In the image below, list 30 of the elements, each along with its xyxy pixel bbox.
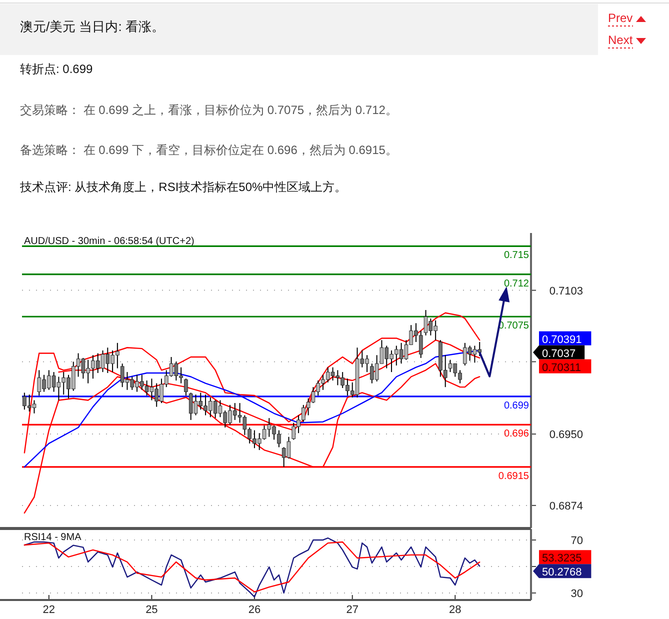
text: 0.7037 xyxy=(542,348,576,360)
y-tick-label: 0.6950 xyxy=(549,429,583,442)
text: 备选策略： 在 0.699 下，看空，目标价位定在 0.696，然后为 0.6915。 xyxy=(20,143,398,157)
ref-line-label: 0.699 xyxy=(504,400,530,412)
text: 澳元/美元 当日内: 看涨。 xyxy=(20,19,164,34)
text: 0.70391 xyxy=(542,334,582,346)
text: 0.70311 xyxy=(542,362,581,374)
text: 技术点评: 从技术角度上，RSI技术指标在50%中性区域上方。 xyxy=(19,180,347,194)
ref-line-label: 0.696 xyxy=(504,428,530,440)
text: Next xyxy=(608,33,634,47)
chart-title: RSI14 - 9MA xyxy=(24,532,82,543)
text: Prev xyxy=(608,11,633,25)
chart-title: AUD/USD - 30min - 06:58:54 (UTC+2) xyxy=(24,236,194,247)
x-tick-label: 22 xyxy=(42,604,56,616)
x-tick-label: 25 xyxy=(146,604,158,616)
candlestick xyxy=(184,378,188,396)
ref-line-label: 0.712 xyxy=(504,278,530,290)
y-tick-label: 30 xyxy=(570,588,583,600)
x-tick-label: 27 xyxy=(346,604,358,616)
ref-line-label: 0.6915 xyxy=(498,470,530,482)
x-tick-label: 28 xyxy=(449,604,462,616)
y-tick-label: 0.7103 xyxy=(549,285,583,298)
y-tick-label: 0.6874 xyxy=(549,500,583,512)
text: 53.3235 xyxy=(542,552,582,565)
ref-line-label: 0.715 xyxy=(504,250,530,262)
y-tick-label: 70 xyxy=(570,534,583,547)
text: 转折点: 0.699 xyxy=(20,62,94,76)
x-tick-label: 26 xyxy=(248,604,261,616)
text: 交易策略： 在 0.699 之上，看涨，目标价位为 0.7075，然后为 0.712。 xyxy=(20,103,398,117)
text: 50.2768 xyxy=(542,566,582,579)
